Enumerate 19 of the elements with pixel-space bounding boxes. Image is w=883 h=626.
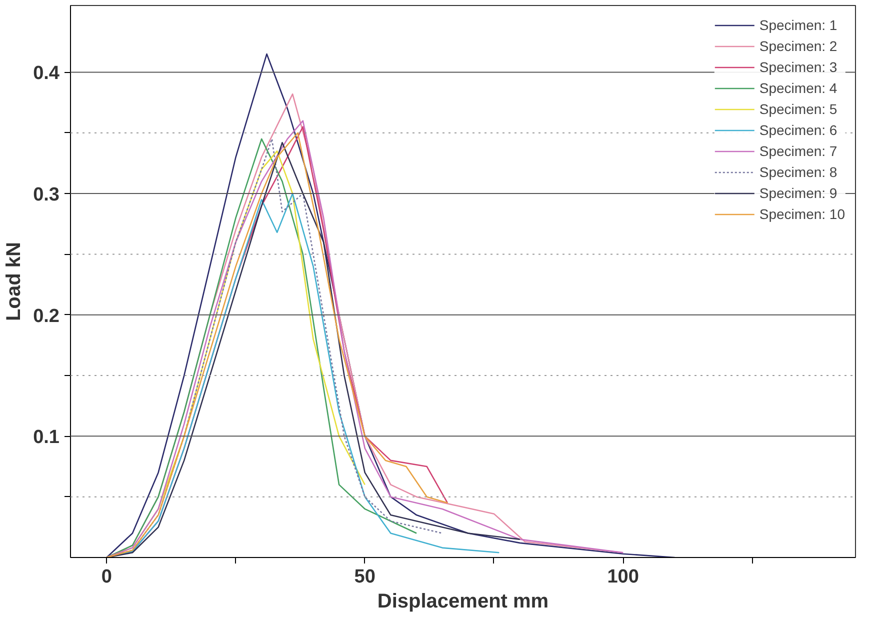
y-tick-label: 0.2: [33, 306, 60, 327]
y-tick-label: 0.3: [33, 184, 60, 206]
y-axis-title: Load kN: [3, 242, 26, 321]
x-axis-title: Displacement mm: [377, 590, 549, 612]
legend-label: Specimen: 2: [759, 38, 838, 54]
legend-label: Specimen: 8: [759, 164, 838, 180]
x-tick-label: 50: [354, 566, 376, 588]
legend-label: Specimen: 1: [759, 17, 838, 33]
legend-label: Specimen: 4: [759, 80, 838, 96]
y-tick-label: 0.1: [33, 427, 60, 448]
legend-label: Specimen: 10: [759, 206, 845, 222]
x-tick-label: 100: [607, 566, 639, 588]
x-tick-label: 0: [101, 566, 112, 588]
legend-label: Specimen: 6: [759, 122, 838, 138]
legend-label: Specimen: 9: [759, 185, 838, 201]
legend-label: Specimen: 5: [759, 101, 838, 117]
legend-label: Specimen: 3: [759, 59, 838, 75]
legend-label: Specimen: 7: [759, 143, 838, 159]
y-tick-label: 0.4: [33, 63, 60, 84]
